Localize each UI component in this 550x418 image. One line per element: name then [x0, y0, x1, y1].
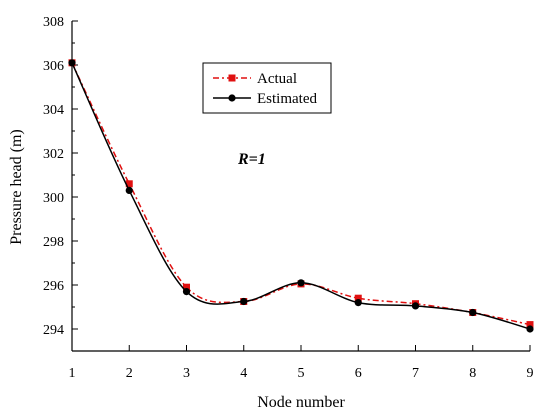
x-tick-label: 8 — [469, 366, 476, 381]
series-layer — [68, 59, 534, 333]
y-tick-label: 300 — [43, 191, 64, 206]
series-estimated — [68, 59, 534, 333]
data-point-estimated — [297, 279, 305, 287]
x-tick-label: 6 — [355, 366, 362, 381]
x-tick-label: 9 — [527, 366, 534, 381]
data-point-actual — [183, 283, 190, 291]
data-point-actual — [526, 321, 534, 329]
y-ticks: 294 296 298 300 302 304 306 308 — [43, 15, 78, 338]
legend-marker-estimated — [228, 94, 236, 102]
x-tick-label: 2 — [126, 366, 133, 381]
data-point-actual — [354, 294, 362, 302]
data-point-estimated — [68, 59, 76, 67]
x-ticks: 1 2 3 4 5 6 7 8 9 — [69, 345, 534, 381]
data-point-estimated — [469, 308, 477, 317]
data-point-estimated — [411, 302, 420, 310]
data-point-estimated — [125, 186, 133, 194]
y-axis-title: Pressure head (m) — [8, 129, 25, 245]
x-tick-label: 7 — [412, 366, 419, 381]
legend-label-actual: Actual — [257, 71, 297, 87]
y-tick-label: 308 — [43, 15, 64, 30]
x-tick-label: 4 — [240, 366, 247, 381]
y-tick-label: 306 — [43, 59, 64, 74]
data-point-estimated — [182, 288, 191, 296]
x-axis-title: Node number — [257, 394, 345, 411]
y-tick-label: 304 — [43, 103, 64, 118]
y-tick-label: 298 — [43, 235, 64, 250]
data-point-actual — [125, 180, 133, 188]
data-point-estimated — [526, 325, 534, 333]
x-tick-label: 1 — [69, 366, 76, 381]
data-point-estimated — [240, 297, 248, 306]
x-tick-label: 3 — [183, 366, 190, 381]
x-tick-label: 5 — [298, 366, 305, 381]
y-tick-label: 302 — [43, 147, 64, 162]
legend-marker-actual — [228, 74, 236, 82]
data-point-estimated — [354, 299, 362, 307]
legend: Actual Estimated — [202, 62, 332, 114]
annotation-r: R=1 — [237, 151, 266, 168]
legend-box — [202, 62, 332, 114]
y-tick-label: 294 — [43, 323, 64, 338]
y-tick-label: 296 — [43, 279, 64, 294]
legend-label-estimated: Estimated — [257, 91, 317, 107]
